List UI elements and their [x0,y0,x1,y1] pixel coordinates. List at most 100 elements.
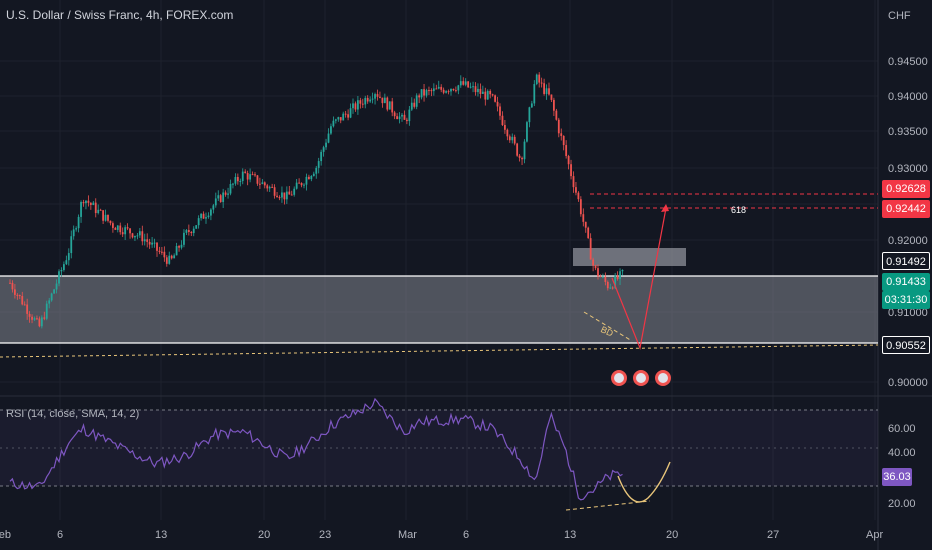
y-tick: 0.94000 [888,91,928,103]
candle [190,231,193,234]
candle [53,289,55,294]
candle [432,88,435,92]
candle [80,202,82,217]
candle [484,91,487,100]
candle [526,122,528,142]
candle [386,97,389,110]
trend-guide-line [0,344,879,358]
candle [232,183,234,185]
candle [587,227,590,239]
candle [107,214,109,221]
candle [263,182,266,186]
candle [457,85,460,91]
candle [9,282,11,284]
candle [43,317,46,319]
candle [462,81,465,85]
candle [249,174,251,180]
candle [214,198,217,206]
candle [577,192,580,200]
candle [207,215,210,218]
candle [354,103,357,110]
candle [77,216,80,229]
rsi-value-tag: 36.03 [882,468,912,486]
candle [246,173,249,180]
candle [67,253,70,261]
candle [271,186,274,188]
countdown-tag: 03:31:30 [882,291,930,309]
candle [530,103,533,108]
candle [317,161,320,168]
candle [148,241,151,245]
candle [33,318,36,320]
candle [300,182,303,186]
candle [592,259,594,266]
candle [119,225,122,233]
candle [40,317,43,327]
candle [469,86,472,88]
chart-title: U.S. Dollar / Swiss Franc, 4h, FOREX.com [6,8,234,22]
candle [557,119,560,134]
candle [445,91,447,93]
support-zone [0,276,878,343]
candle [423,89,425,96]
candle [48,300,51,304]
candle [545,88,548,94]
candle [589,238,592,260]
candle [234,176,237,184]
candle [584,221,587,228]
candle [374,94,376,99]
candle [180,244,183,248]
x-tick: 27 [767,529,779,541]
candle [87,200,90,203]
candle [236,176,239,182]
candle [518,155,521,158]
candle [50,293,53,301]
rsi-indicator-label[interactable]: RSI (14, close, SMA, 14, 2) [6,408,140,420]
candle [567,155,570,165]
rsi-line [9,397,623,501]
candle [121,232,124,235]
candle [342,113,345,121]
x-tick: Mar [398,529,417,541]
candle [109,220,112,224]
candle [352,103,354,109]
candle [97,209,100,214]
candle [143,239,146,242]
candle [391,101,394,113]
candle [334,119,337,121]
candle [285,191,288,200]
candle [58,271,60,284]
candle [344,113,347,115]
candle [398,116,401,120]
candle [197,218,200,226]
candle [359,100,362,104]
candle [72,229,75,237]
candle [366,97,369,102]
y-tick: 0.93500 [888,126,928,138]
y-tick: 0.92000 [888,235,928,247]
candle [261,182,264,184]
x-tick: 20 [258,529,270,541]
candle [428,90,430,92]
candle [173,255,176,259]
candle [499,106,501,116]
candle [11,282,14,290]
candle [254,174,256,176]
candle [555,110,558,120]
divergence-line-rsi [565,500,651,511]
candle [364,97,367,105]
current-price-tag: 0.91433 [882,273,930,291]
candle [528,107,531,123]
candle [347,114,349,118]
candle [158,250,161,252]
candle [290,194,293,196]
candle [45,303,48,319]
support-tag: 0.90552 [882,336,930,354]
candle [609,287,612,289]
candle [491,94,494,96]
event-icons[interactable] [611,370,671,386]
rsi-y-tick: 60.00 [888,423,916,435]
candle [511,136,514,141]
candle [408,109,411,122]
